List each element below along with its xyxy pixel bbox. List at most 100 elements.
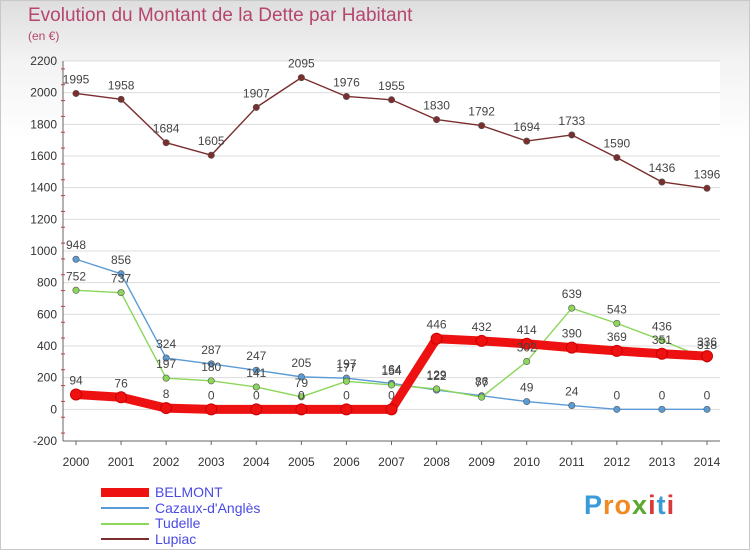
- data-label-lupiac: 1733: [558, 114, 585, 128]
- data-label-belmont: 76: [114, 376, 128, 390]
- data-label-tudelle: 752: [66, 269, 86, 283]
- x-tick-label: 2006: [333, 455, 360, 469]
- y-tick-label: 1400: [30, 181, 57, 195]
- data-label-cazaux-d-angl-s: 247: [246, 349, 266, 363]
- logo-letter: P: [584, 490, 604, 520]
- data-label-tudelle: 77: [475, 376, 489, 390]
- data-label-belmont: 8: [163, 387, 170, 401]
- data-point-lupiac: [613, 154, 621, 162]
- data-label-lupiac: 1955: [378, 79, 405, 93]
- data-point-cazaux-d-angl-s: [613, 405, 621, 413]
- x-tick-label: 2014: [694, 455, 721, 469]
- legend-swatch-belmont: [101, 488, 149, 498]
- data-label-tudelle: 737: [111, 272, 131, 286]
- data-label-lupiac: 1694: [513, 120, 540, 134]
- data-point-tudelle: [613, 319, 621, 327]
- data-label-tudelle: 318: [697, 338, 717, 352]
- data-point-belmont: [115, 391, 128, 404]
- data-point-cazaux-d-angl-s: [207, 360, 215, 368]
- legend-item-tudelle: Tudelle: [101, 516, 260, 532]
- data-label-lupiac: 1907: [243, 86, 270, 100]
- x-tick-label: 2010: [513, 455, 540, 469]
- y-tick-label: 1000: [30, 244, 57, 258]
- data-point-belmont: [430, 332, 443, 345]
- y-tick-label: 200: [37, 371, 57, 385]
- data-point-tudelle: [387, 381, 395, 389]
- legend-item-lupiac: Lupiac: [101, 531, 260, 548]
- legend-label-belmont: BELMONT: [155, 484, 223, 501]
- legend-label-tudelle: Tudelle: [155, 515, 201, 532]
- data-point-lupiac: [117, 95, 125, 103]
- data-label-cazaux-d-angl-s: 0: [614, 388, 621, 402]
- data-point-belmont: [160, 402, 173, 415]
- legend-label-cazaux-d-angl-s: Cazaux-d'Anglès: [155, 499, 261, 516]
- data-label-cazaux-d-angl-s: 197: [336, 357, 356, 371]
- data-label-cazaux-d-angl-s: 0: [704, 388, 711, 402]
- data-point-cazaux-d-angl-s: [72, 255, 80, 263]
- data-label-belmont: 351: [652, 333, 672, 347]
- data-point-lupiac: [72, 89, 80, 97]
- data-label-tudelle: 177: [336, 360, 356, 374]
- data-label-cazaux-d-angl-s: 856: [111, 253, 131, 267]
- x-tick-label: 2002: [153, 455, 180, 469]
- data-point-cazaux-d-angl-s: [252, 366, 260, 374]
- data-label-cazaux-d-angl-s: 205: [291, 356, 311, 370]
- data-point-cazaux-d-angl-s: [523, 398, 531, 406]
- data-label-lupiac: 1830: [423, 99, 450, 113]
- data-point-belmont: [475, 334, 488, 347]
- data-label-tudelle: 436: [652, 319, 672, 333]
- x-tick-label: 2009: [468, 455, 495, 469]
- x-tick-label: 2013: [649, 455, 676, 469]
- data-point-cazaux-d-angl-s: [658, 405, 666, 413]
- data-point-cazaux-d-angl-s: [162, 354, 170, 362]
- data-point-belmont: [295, 403, 308, 416]
- y-tick-label: 1200: [30, 212, 57, 226]
- data-label-belmont: 390: [562, 327, 582, 341]
- data-label-belmont: 0: [208, 388, 215, 402]
- data-point-lupiac: [658, 178, 666, 186]
- logo-letter: x: [632, 490, 649, 520]
- y-tick-label: 2200: [30, 54, 57, 68]
- x-tick-label: 2003: [198, 455, 225, 469]
- data-point-tudelle: [72, 286, 80, 294]
- data-label-belmont: 336: [697, 335, 717, 349]
- data-point-lupiac: [342, 92, 350, 100]
- data-point-cazaux-d-angl-s: [703, 405, 711, 413]
- data-label-lupiac: 1976: [333, 75, 360, 89]
- data-label-lupiac: 1684: [153, 122, 180, 136]
- logo-letter: i: [666, 490, 676, 520]
- data-point-lupiac: [387, 96, 395, 104]
- data-point-lupiac: [523, 137, 531, 145]
- data-label-belmont: 0: [253, 388, 260, 402]
- logo-letter: o: [614, 490, 633, 520]
- data-label-cazaux-d-angl-s: 86: [475, 375, 489, 389]
- data-label-cazaux-d-angl-s: 0: [659, 388, 666, 402]
- data-label-tudelle: 129: [427, 368, 447, 382]
- data-label-tudelle: 79: [295, 376, 309, 390]
- y-tick-label: 2000: [30, 86, 57, 100]
- y-tick-label: 600: [37, 307, 57, 321]
- x-tick-label: 2007: [378, 455, 405, 469]
- data-label-belmont: 414: [517, 323, 537, 337]
- data-label-tudelle: 302: [517, 341, 537, 355]
- data-point-belmont: [250, 403, 263, 416]
- x-tick-label: 2000: [63, 455, 90, 469]
- data-point-belmont: [205, 403, 218, 416]
- logo-letter: r: [603, 490, 615, 520]
- data-point-tudelle: [207, 377, 215, 385]
- data-point-lupiac: [207, 151, 215, 159]
- x-tick-label: 2005: [288, 455, 315, 469]
- y-tick-label: 1800: [30, 117, 57, 131]
- data-label-tudelle: 154: [381, 364, 401, 378]
- data-point-tudelle: [658, 336, 666, 344]
- data-label-tudelle: 543: [607, 302, 627, 316]
- data-label-belmont: 446: [427, 318, 447, 332]
- data-point-lupiac: [703, 184, 711, 192]
- x-tick-label: 2008: [423, 455, 450, 469]
- data-point-tudelle: [478, 393, 486, 401]
- data-label-lupiac: 1396: [694, 167, 721, 181]
- proxiti-logo: Proxiti: [584, 490, 675, 521]
- data-label-lupiac: 1590: [604, 137, 631, 151]
- data-point-tudelle: [162, 374, 170, 382]
